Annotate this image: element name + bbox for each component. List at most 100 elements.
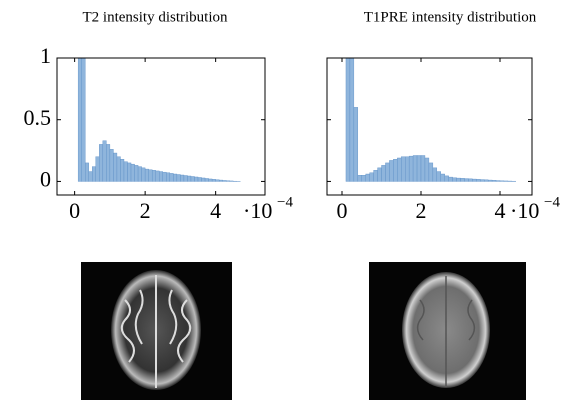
bar	[476, 179, 480, 181]
bar	[358, 175, 362, 181]
histogram-chart: T1PRE intensity distribution 0 2 4·10 −4	[327, 0, 560, 223]
y-tick-label: 1	[40, 43, 51, 68]
bar	[472, 179, 476, 181]
chart-title: T1PRE intensity distribution	[364, 9, 537, 25]
x-tick-label: 0	[69, 198, 80, 223]
bar	[159, 172, 163, 182]
bar	[92, 167, 96, 182]
bar	[346, 0, 350, 181]
bar	[362, 175, 366, 181]
bars	[78, 0, 240, 181]
bar	[389, 160, 393, 181]
t1pre-image	[369, 262, 526, 400]
bar	[393, 159, 397, 181]
bar	[226, 181, 230, 182]
x-tick-label: 4	[210, 198, 221, 223]
bar	[382, 165, 386, 181]
bar	[374, 170, 378, 181]
x-scale-base: ·10	[510, 198, 539, 223]
bar	[99, 144, 103, 181]
bar	[209, 179, 213, 181]
x-tick-label: 0	[337, 198, 348, 223]
bar	[78, 0, 82, 181]
bar	[131, 164, 135, 181]
bar	[110, 149, 114, 181]
bar	[82, 33, 86, 181]
bar	[488, 180, 492, 181]
x-tick-label: 2	[140, 198, 151, 223]
bar	[163, 172, 167, 181]
bar	[128, 163, 132, 182]
bars	[346, 0, 516, 181]
bar	[198, 177, 202, 181]
bar	[413, 156, 417, 182]
bar	[350, 0, 354, 181]
bar	[202, 178, 206, 181]
bar	[429, 163, 433, 182]
bar	[480, 180, 484, 182]
bar	[405, 157, 409, 182]
bar	[425, 158, 429, 181]
bar	[180, 175, 184, 181]
y-tick-label: 0.5	[24, 105, 52, 130]
bar	[445, 176, 449, 182]
bar	[117, 157, 121, 182]
bar	[106, 144, 110, 181]
bar	[409, 156, 413, 181]
bar	[120, 159, 124, 181]
bar	[96, 157, 100, 182]
t2-image	[81, 262, 232, 400]
bar	[212, 179, 216, 181]
bar	[166, 173, 170, 182]
bar	[366, 174, 370, 181]
bar	[177, 175, 181, 182]
bar	[461, 178, 465, 181]
bar	[145, 169, 149, 181]
bar	[219, 180, 223, 181]
bar	[354, 107, 358, 181]
bar	[441, 174, 445, 181]
bar	[457, 178, 461, 181]
bar	[138, 167, 142, 182]
bar	[156, 171, 160, 181]
bar	[417, 156, 421, 182]
histogram-chart: T2 intensity distribution 0 0.5 1 0 2 4 ·10 −4	[24, 0, 294, 223]
bar	[149, 170, 153, 182]
figure: T2 intensity distribution00.51024·10−4T1…	[0, 0, 587, 400]
bar	[401, 157, 405, 182]
chart-title: T2 intensity distribution	[83, 9, 228, 25]
bar	[205, 178, 209, 181]
bar	[484, 180, 488, 182]
bar	[385, 163, 389, 182]
bar	[170, 173, 174, 181]
bar	[173, 174, 177, 181]
bar	[184, 175, 188, 181]
bar	[194, 177, 198, 181]
bar	[124, 162, 128, 182]
bar	[89, 172, 93, 182]
bar	[223, 180, 227, 181]
bar	[464, 179, 468, 182]
bar	[433, 168, 437, 182]
x-tick-label: 4	[495, 198, 506, 223]
x-scale-exponent: −4	[277, 194, 293, 210]
bar	[421, 156, 425, 182]
bar	[103, 141, 107, 182]
bar	[453, 178, 457, 182]
bar	[437, 172, 441, 182]
bar	[113, 153, 117, 181]
bar	[135, 165, 139, 181]
bar	[216, 180, 220, 182]
bar	[187, 176, 191, 181]
bar	[397, 158, 401, 181]
x-scale-base: ·10	[243, 198, 272, 223]
bar	[191, 176, 195, 181]
bar	[152, 170, 156, 181]
bar	[85, 163, 89, 182]
bar	[468, 179, 472, 182]
bar	[449, 177, 453, 181]
y-tick-label: 0	[40, 166, 51, 191]
x-tick-label: 2	[416, 198, 427, 223]
bar	[142, 168, 146, 182]
x-scale-exponent: −4	[544, 194, 560, 210]
